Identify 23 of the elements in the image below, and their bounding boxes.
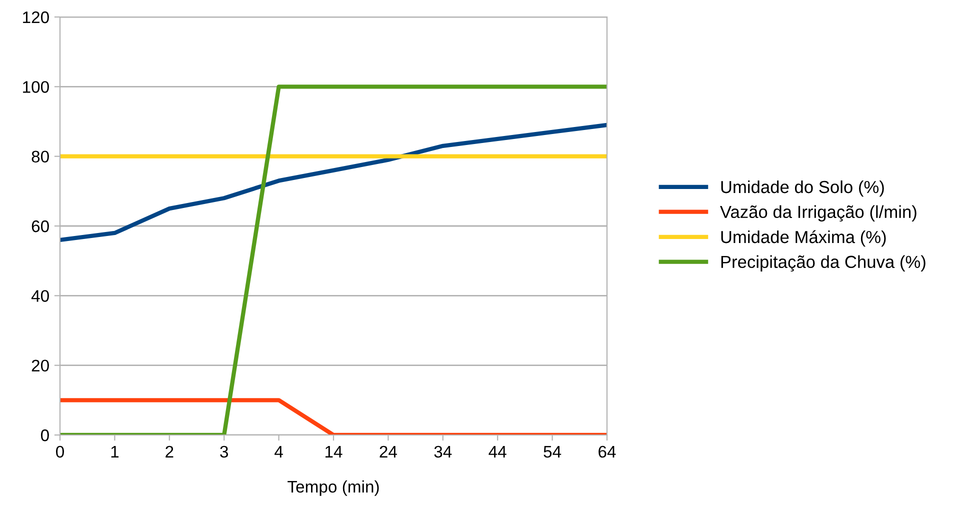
x-tick-label: 1 (111, 446, 119, 458)
legend-label: Umidade do Solo (%) (721, 180, 884, 197)
x-tick-label: 34 (434, 446, 452, 458)
y-tick-label: 20 (32, 360, 49, 372)
x-tick-label: 2 (166, 446, 174, 458)
x-tick-label: 0 (56, 446, 64, 458)
y-tick-label: 0 (40, 429, 49, 442)
legend-label: Vazão da Irrigação (l/min) (720, 205, 916, 222)
y-tick-label: 80 (32, 150, 49, 163)
y-tick-label: 100 (23, 81, 49, 93)
x-tick-label: 14 (326, 446, 342, 458)
y-tick-label: 60 (32, 220, 49, 232)
x-tick-label: 64 (598, 446, 616, 458)
x-axis-title: Tempo (min) (288, 480, 379, 496)
x-tick-label: 24 (380, 446, 397, 458)
x-tick-label: 4 (274, 446, 283, 458)
legend-label: Precipitação da Chuva (%) (721, 255, 926, 272)
x-tick-label: 54 (544, 446, 562, 458)
x-tick-label: 3 (220, 446, 228, 458)
x-tick-label: 44 (488, 446, 506, 458)
legend-label: Umidade Máxima (%) (721, 230, 886, 247)
y-tick-label: 40 (31, 290, 49, 302)
y-tick-label: 120 (23, 11, 49, 24)
